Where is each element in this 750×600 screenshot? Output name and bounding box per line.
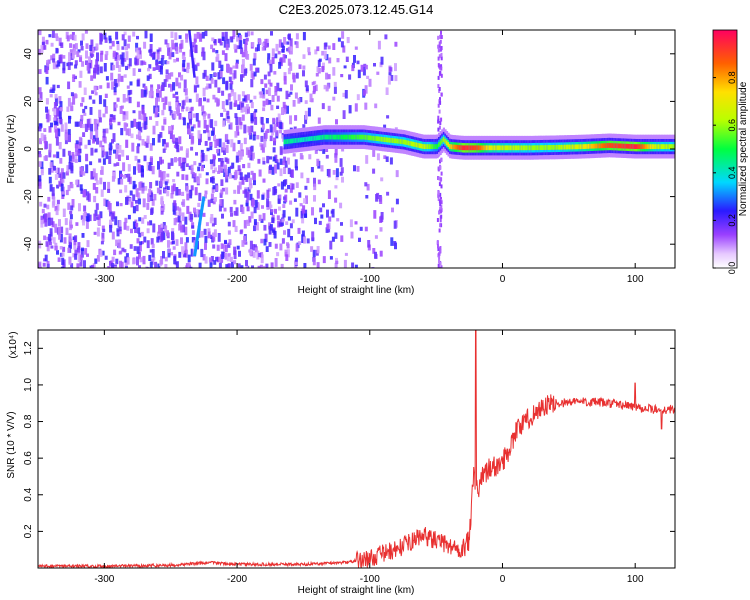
y-tick-label: 0.4 xyxy=(23,487,34,501)
x-tick-label: -200 xyxy=(227,574,247,585)
y-tick-label: 40 xyxy=(23,48,34,60)
colorbar-tick-label: 0.2 xyxy=(727,214,737,227)
bottom-y-multiplier: (x10⁴) xyxy=(8,331,19,358)
y-tick-label: -40 xyxy=(23,237,34,252)
bottom-y-ticks: 0.2 0.4 0.6 0.8 1.0 1.2 xyxy=(23,341,675,538)
x-tick-label: -300 xyxy=(94,574,114,585)
top-y-ticks: -40 -20 0 20 40 xyxy=(23,48,675,252)
bottom-x-ticks: -300 -200 -100 0 100 xyxy=(94,330,644,585)
colorbar: 0.0 0.2 0.4 0.6 0.8 Normalized spectral ampl… xyxy=(712,29,749,274)
snr-panel: -300 -200 -100 0 100 0.2 0.4 0.6 0.8 1.0 1.2 Heig… xyxy=(6,329,676,596)
y-tick-label: 0.6 xyxy=(23,451,34,465)
bottom-y-axis-label: SNR (10 * V/V) xyxy=(6,411,17,478)
x-tick-label: -300 xyxy=(94,274,114,285)
top-y-axis-label: Frequency (Hz) xyxy=(6,115,17,184)
snr-series-line xyxy=(38,330,675,568)
y-tick-label: 1.0 xyxy=(23,378,34,392)
heatmap-ridge xyxy=(283,125,675,160)
colorbar-label: Normalized spectral amplitude xyxy=(738,81,749,216)
colorbar-tick-label: 0.8 xyxy=(727,71,737,84)
y-tick-label: -20 xyxy=(23,189,34,204)
heatmap-noise xyxy=(38,30,443,268)
top-x-ticks: -300 -200 -100 0 100 xyxy=(94,30,644,285)
y-tick-label: 0.2 xyxy=(23,524,34,538)
colorbar-ticks: 0.0 0.2 0.4 0.6 0.8 xyxy=(713,71,737,274)
y-tick-label: 20 xyxy=(23,95,34,107)
y-tick-label: 0 xyxy=(23,146,34,152)
x-tick-label: -100 xyxy=(360,274,380,285)
x-tick-label: -200 xyxy=(227,274,247,285)
y-tick-label: 0.8 xyxy=(23,414,34,428)
x-tick-label: 0 xyxy=(500,274,506,285)
colorbar-tick-label: 0.0 xyxy=(727,262,737,275)
y-tick-label: 1.2 xyxy=(23,341,34,355)
x-tick-label: -100 xyxy=(360,574,380,585)
colorbar-tick-label: 0.6 xyxy=(727,119,737,132)
x-tick-label: 100 xyxy=(627,574,644,585)
bottom-x-axis-label: Height of straight line (km) xyxy=(298,585,415,596)
x-tick-label: 0 xyxy=(500,574,506,585)
figure-title: C2E3.2025.073.12.45.G14 xyxy=(279,2,434,17)
colorbar-tick-label: 0.4 xyxy=(727,167,737,180)
x-tick-label: 100 xyxy=(627,274,644,285)
top-x-axis-label: Height of straight line (km) xyxy=(298,285,415,296)
